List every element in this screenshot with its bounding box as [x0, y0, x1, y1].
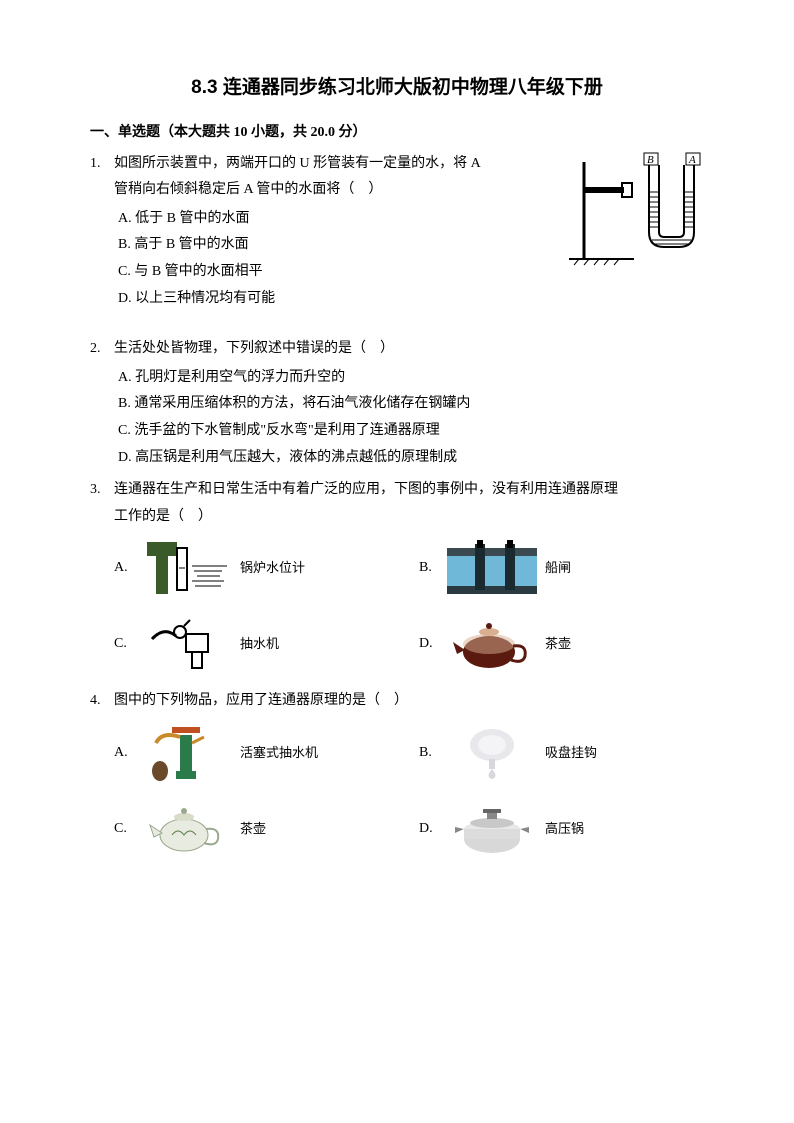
q4-number: 4. [90, 688, 114, 859]
q4-stem: 图中的下列物品，应用了连通器原理的是（ ） [114, 688, 704, 715]
q2-stem: 生活处处皆物理，下列叙述中错误的是（ ） [114, 336, 704, 363]
q3-option-a: A. 锅炉水位计 [114, 538, 399, 598]
q1-fig-label-a: A [688, 154, 696, 166]
q4-opt-a-label: 活塞式抽水机 [240, 741, 318, 766]
q1-figure: B A [564, 147, 714, 267]
q4-opt-c-image [142, 799, 232, 859]
q4-option-c: C. 茶壶 [114, 799, 399, 859]
q3-option-b: B. 船闸 [419, 538, 704, 598]
q3-opt-c-label: 抽水机 [240, 632, 279, 657]
q4-option-d: D. 高压锅 [419, 799, 704, 859]
q3-opt-b-letter: B. [419, 555, 439, 582]
question-2: 2. 生活处处皆物理，下列叙述中错误的是（ ） A. 孔明灯是利用空气的浮力而升… [90, 336, 704, 471]
q3-opt-a-label: 锅炉水位计 [240, 556, 305, 581]
q4-option-a: A. 活塞式抽水机 [114, 723, 399, 783]
q4-opt-d-image [447, 799, 537, 859]
q4-opt-d-letter: D. [419, 816, 439, 843]
q3-opt-a-image [142, 538, 232, 598]
q1-choice-c: C. 与 B 管中的水面相平 [114, 259, 544, 286]
q1-choice-a: A. 低于 B 管中的水面 [114, 206, 544, 233]
question-3: 3. 连通器在生产和日常生活中有着广泛的应用，下图的事例中，没有利用连通器原理 … [90, 477, 704, 674]
q3-opt-a-letter: A. [114, 555, 134, 582]
q2-choice-a: A. 孔明灯是利用空气的浮力而升空的 [114, 365, 704, 392]
q3-opt-b-image [447, 538, 537, 598]
q4-opt-b-letter: B. [419, 740, 439, 767]
q3-opt-c-image [142, 614, 232, 674]
q1-stem-line2: 管稍向右倾斜稳定后 A 管中的水面将（ ） [114, 177, 544, 204]
q4-opt-a-letter: A. [114, 740, 134, 767]
q3-stem-line1: 连通器在生产和日常生活中有着广泛的应用，下图的事例中，没有利用连通器原理 [114, 477, 704, 504]
q2-choice-c: C. 洗手盆的下水管制成"反水弯"是利用了连通器原理 [114, 418, 704, 445]
q3-opt-c-letter: C. [114, 631, 134, 658]
question-1: 1. 如图所示装置中，两端开口的 U 形管装有一定量的水，将 A 管稍向右倾斜稳… [90, 151, 704, 313]
q2-number: 2. [90, 336, 114, 471]
q2-choice-d: D. 高压锅是利用气压越大，液体的沸点越低的原理制成 [114, 445, 704, 472]
q3-opt-d-letter: D. [419, 631, 439, 658]
q1-fig-label-b: B [647, 154, 654, 166]
q1-choice-b: B. 高于 B 管中的水面 [114, 232, 544, 259]
q1-number: 1. [90, 151, 114, 313]
q3-opt-b-label: 船闸 [545, 556, 571, 581]
q1-stem-line1: 如图所示装置中，两端开口的 U 形管装有一定量的水，将 A [114, 151, 544, 178]
q1-choice-d: D. 以上三种情况均有可能 [114, 286, 544, 313]
q4-opt-b-image [447, 723, 537, 783]
page-title: 8.3 连通器同步练习北师大版初中物理八年级下册 [90, 70, 704, 106]
q4-opt-c-letter: C. [114, 816, 134, 843]
q4-opt-b-label: 吸盘挂钩 [545, 741, 597, 766]
q4-opt-c-label: 茶壶 [240, 817, 266, 842]
q4-opt-d-label: 高压锅 [545, 817, 584, 842]
section-header: 一、单选题（本大题共 10 小题，共 20.0 分） [90, 120, 704, 147]
q3-option-d: D. 茶壶 [419, 614, 704, 674]
q2-choice-b: B. 通常采用压缩体积的方法，将石油气液化储存在钢罐内 [114, 391, 704, 418]
q3-number: 3. [90, 477, 114, 674]
q4-option-b: B. 吸盘挂钩 [419, 723, 704, 783]
q3-stem-line2: 工作的是（ ） [114, 504, 704, 531]
q3-opt-d-image [447, 614, 537, 674]
q3-option-c: C. 抽水机 [114, 614, 399, 674]
q4-opt-a-image [142, 723, 232, 783]
question-4: 4. 图中的下列物品，应用了连通器原理的是（ ） A. 活塞式抽水机 [90, 688, 704, 859]
q3-opt-d-label: 茶壶 [545, 632, 571, 657]
